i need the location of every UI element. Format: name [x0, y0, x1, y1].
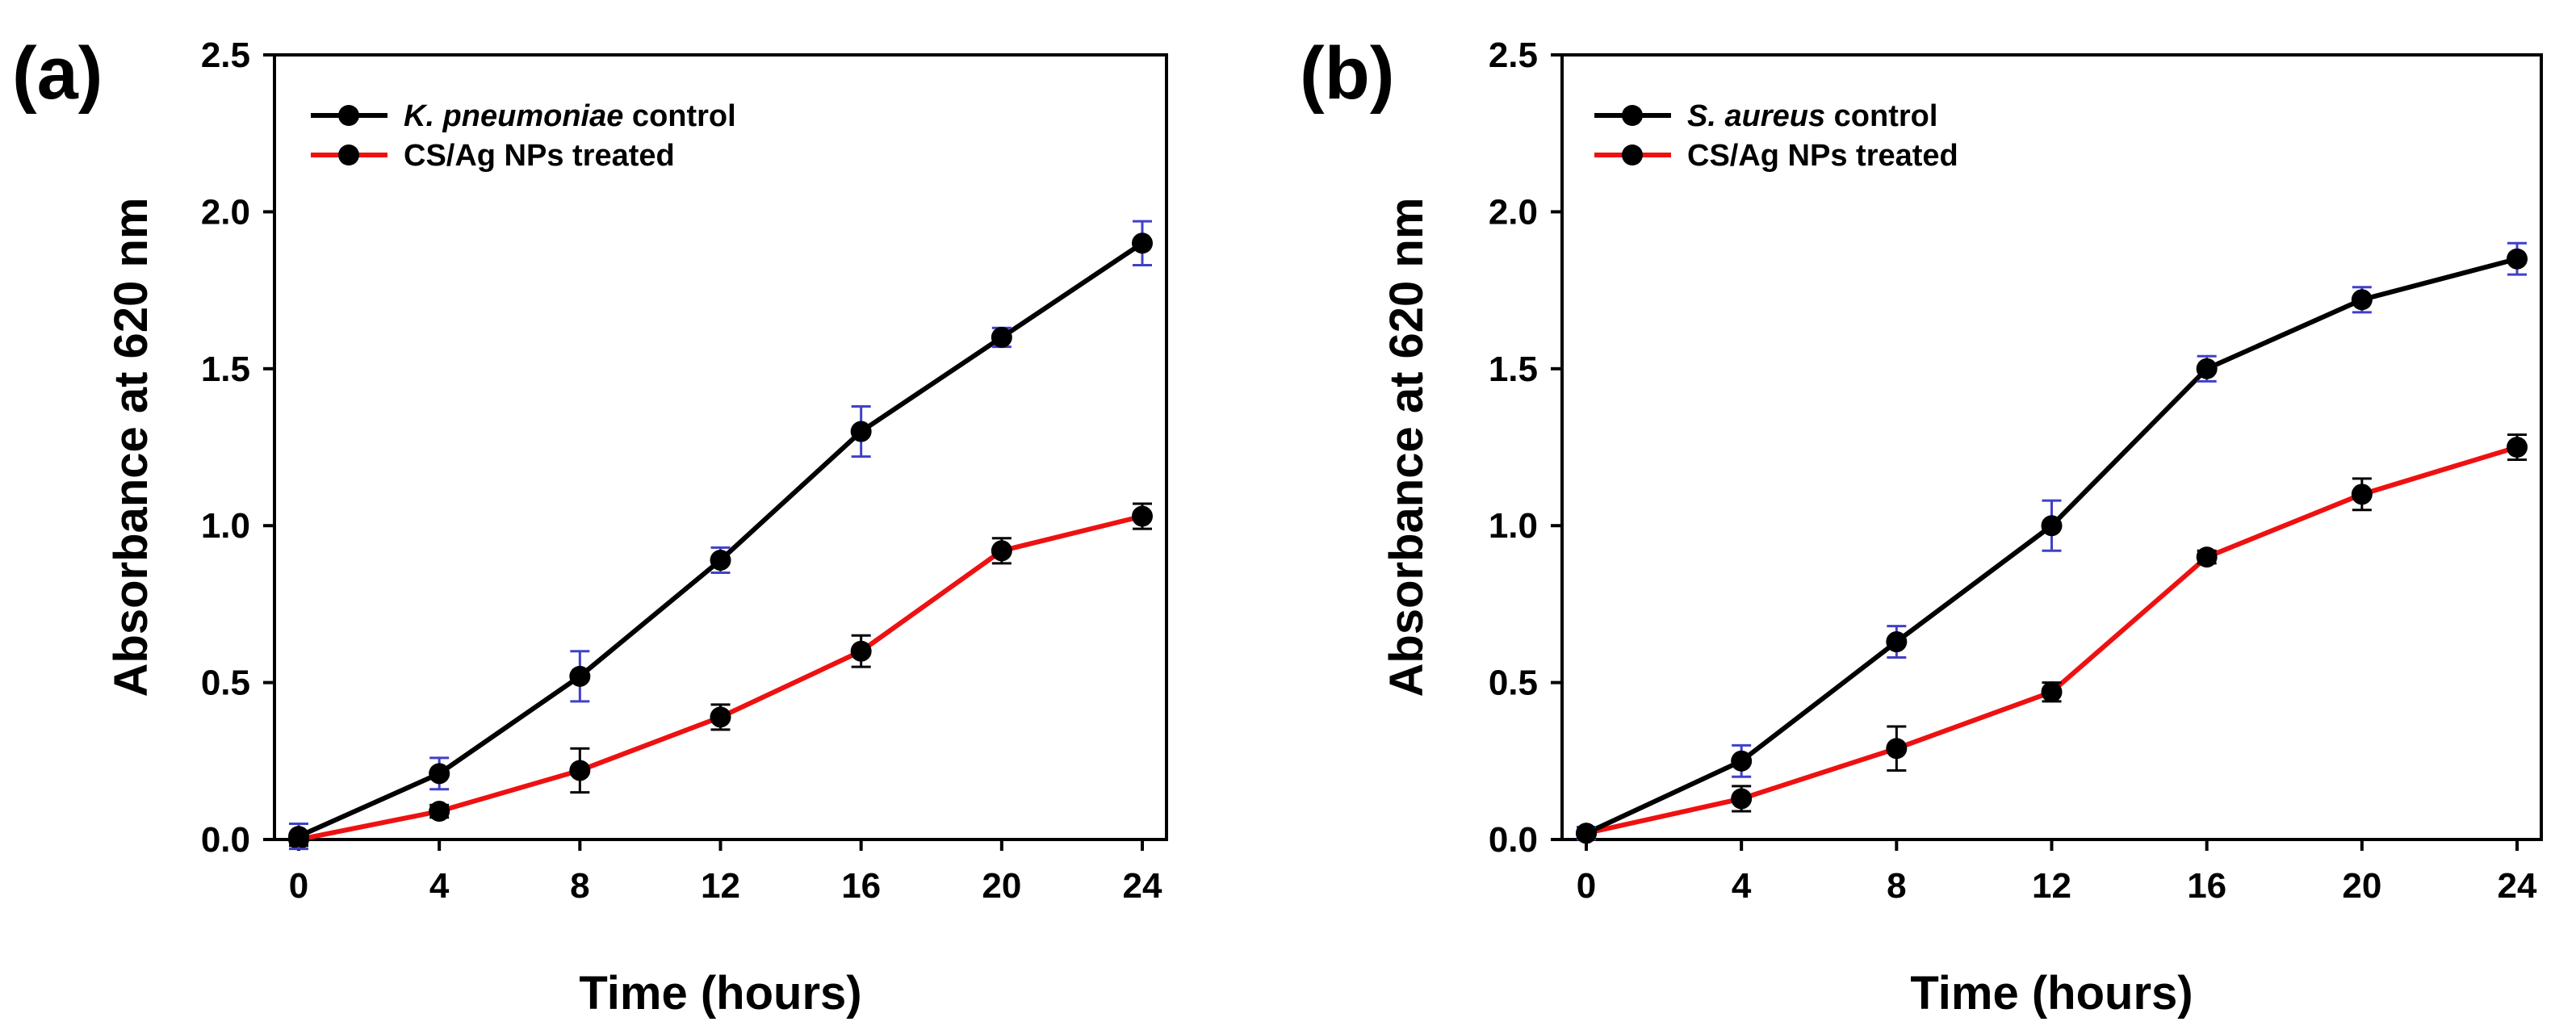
x-tick-label: 4	[1732, 866, 1752, 906]
data-point	[850, 640, 872, 662]
data-point	[850, 421, 872, 442]
legend-marker	[1622, 144, 1643, 165]
y-tick-label: 2.0	[201, 192, 250, 232]
chart-panel-a: (a) 0.0 0.5 1.0 1.5 2.0 2.5 0 4 8 12 16 20 24 Time (ho…	[12, 32, 1168, 1020]
data-point	[569, 760, 591, 781]
series-treated	[288, 502, 1153, 850]
data-point	[1132, 505, 1153, 527]
y-tick-label: 1.5	[1489, 350, 1538, 389]
data-point	[569, 665, 591, 687]
x-tick-label: 8	[1887, 866, 1906, 906]
y-axis-title: Absorbance at 620 nm	[1380, 198, 1433, 697]
data-point	[2196, 358, 2218, 379]
x-tick-label: 16	[2187, 866, 2226, 906]
legend-marker	[338, 105, 359, 126]
x-tick-label: 4	[429, 866, 450, 906]
data-point	[2351, 289, 2373, 311]
data-point	[1132, 232, 1153, 254]
x-tick-label: 16	[841, 866, 881, 906]
data-point	[2196, 546, 2218, 568]
data-point	[991, 326, 1012, 348]
y-tick-label: 1.5	[201, 350, 250, 389]
y-tick-label: 1.0	[201, 506, 250, 546]
x-tick-label: 0	[1577, 866, 1596, 906]
y-tick-label: 0.0	[1489, 820, 1538, 860]
chart-panel-b: (b) 0.0 0.5 1.0 1.5 2.0 2.5 0 4 8 12 16 20 24 Time (ho…	[1300, 32, 2543, 1020]
y-tick-label: 2.5	[1489, 36, 1538, 75]
panel-label: (b)	[1300, 32, 1394, 115]
legend-label: CS/Ag NPs treated	[404, 139, 675, 173]
data-point	[2507, 437, 2528, 458]
legend-marker	[1622, 105, 1643, 126]
data-point	[991, 540, 1012, 562]
data-point	[2041, 681, 2063, 703]
legend-label: CS/Ag NPs treated	[1687, 139, 1958, 173]
legend: S. aureus control CS/Ag NPs treated	[1594, 99, 1958, 173]
x-tick-label: 12	[2032, 866, 2071, 906]
series-treated	[1576, 433, 2528, 844]
panel-label: (a)	[12, 32, 103, 115]
x-tick-label: 20	[982, 866, 1021, 906]
series-control	[1576, 241, 2528, 844]
data-point	[1886, 631, 1908, 653]
x-tick-label: 24	[2498, 866, 2537, 906]
y-tick-label: 2.0	[1489, 192, 1538, 232]
data-point	[710, 549, 731, 571]
data-point	[429, 801, 450, 823]
y-tick-label: 2.5	[201, 36, 250, 75]
y-tick-label: 0.5	[201, 664, 250, 703]
data-point	[1576, 823, 1597, 844]
legend-label-text: CS/Ag NPs treated	[1687, 139, 1958, 173]
y-axis-title: Absorbance at 620 nm	[105, 198, 157, 697]
x-tick-label: 12	[701, 866, 740, 906]
data-point	[429, 763, 450, 785]
data-point	[1731, 750, 1753, 772]
x-tick-label: 20	[2342, 866, 2381, 906]
legend-label-text: control	[1825, 99, 1937, 133]
legend-label-text: control	[623, 99, 735, 133]
y-tick-label: 1.0	[1489, 506, 1538, 546]
x-tick-label: 0	[289, 866, 308, 906]
legend-label-species: K. pneumoniae	[404, 99, 623, 133]
x-axis-title: Time (hours)	[1910, 967, 2193, 1020]
series-line	[297, 241, 1144, 839]
legend-label: K. pneumoniae control	[404, 99, 736, 133]
x-tick-label: 8	[570, 866, 589, 906]
y-tick-label: 0.5	[1489, 664, 1538, 703]
legend-label: S. aureus control	[1687, 99, 1937, 133]
data-point	[1886, 738, 1908, 760]
data-point	[2507, 248, 2528, 270]
data-point	[2041, 515, 2063, 537]
series-control	[288, 220, 1153, 851]
data-point	[2351, 484, 2373, 505]
legend-label-species: S. aureus	[1687, 99, 1825, 133]
y-tick-label: 0.0	[201, 820, 250, 860]
data-point	[288, 826, 309, 848]
x-axis-title: Time (hours)	[579, 967, 861, 1020]
data-point	[1731, 788, 1753, 810]
legend-marker	[338, 144, 359, 165]
x-tick-label: 24	[1123, 866, 1162, 906]
data-point	[710, 706, 731, 728]
legend-label-text: CS/Ag NPs treated	[404, 139, 675, 173]
legend: K. pneumoniae control CS/Ag NPs treated	[311, 99, 736, 173]
